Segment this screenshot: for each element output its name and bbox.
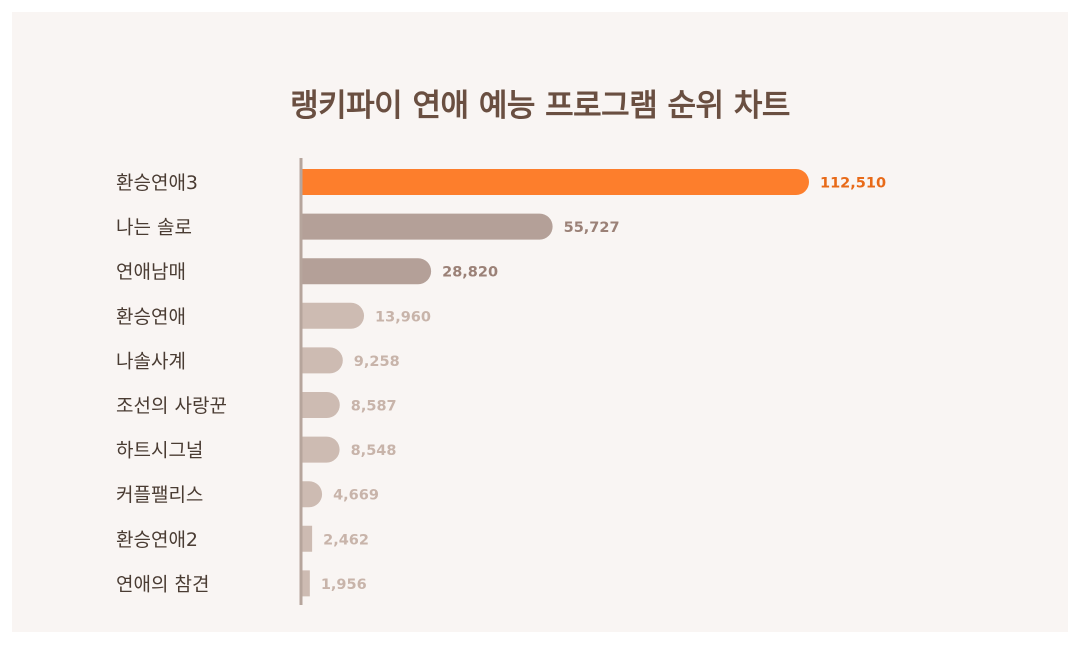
bar	[301, 481, 323, 508]
category-label: 커플팰리스	[116, 484, 203, 506]
value-label: 2,462	[323, 532, 369, 548]
category-label: 조선의 사랑꾼	[116, 395, 227, 417]
chart-card	[12, 12, 1068, 632]
value-label: 8,587	[351, 399, 397, 415]
bar	[301, 302, 365, 329]
bar	[301, 258, 432, 285]
category-label: 환승연애	[116, 306, 186, 328]
bar	[301, 347, 343, 374]
value-label: 8,548	[351, 443, 397, 459]
value-label: 4,669	[333, 488, 379, 504]
category-label: 나솔사계	[116, 350, 186, 372]
bar	[301, 213, 553, 240]
category-label: 나는 솔로	[116, 217, 192, 239]
bars	[301, 169, 809, 597]
chart-title: 랭키파이 연애 예능 프로그램 순위 차트	[290, 88, 790, 124]
category-label: 환승연애2	[116, 529, 198, 551]
category-label: 하트시그널	[116, 440, 203, 462]
category-label: 연애의 참견	[116, 573, 209, 595]
category-label: 환승연애3	[116, 172, 198, 194]
bar	[301, 169, 809, 195]
value-label: 112,510	[820, 176, 886, 192]
value-label: 28,820	[442, 265, 498, 281]
category-label: 연애남매	[116, 261, 186, 283]
value-label: 1,956	[321, 577, 367, 593]
bar	[301, 436, 340, 463]
value-label: 9,258	[354, 354, 400, 370]
value-label: 13,960	[375, 309, 431, 325]
bar	[301, 570, 310, 597]
bar	[301, 525, 313, 552]
value-label: 55,727	[564, 220, 620, 236]
value-labels: 112,510 55,727 28,820 13,960 9,258 8,587 8,548…	[321, 176, 886, 593]
bar	[301, 392, 340, 418]
